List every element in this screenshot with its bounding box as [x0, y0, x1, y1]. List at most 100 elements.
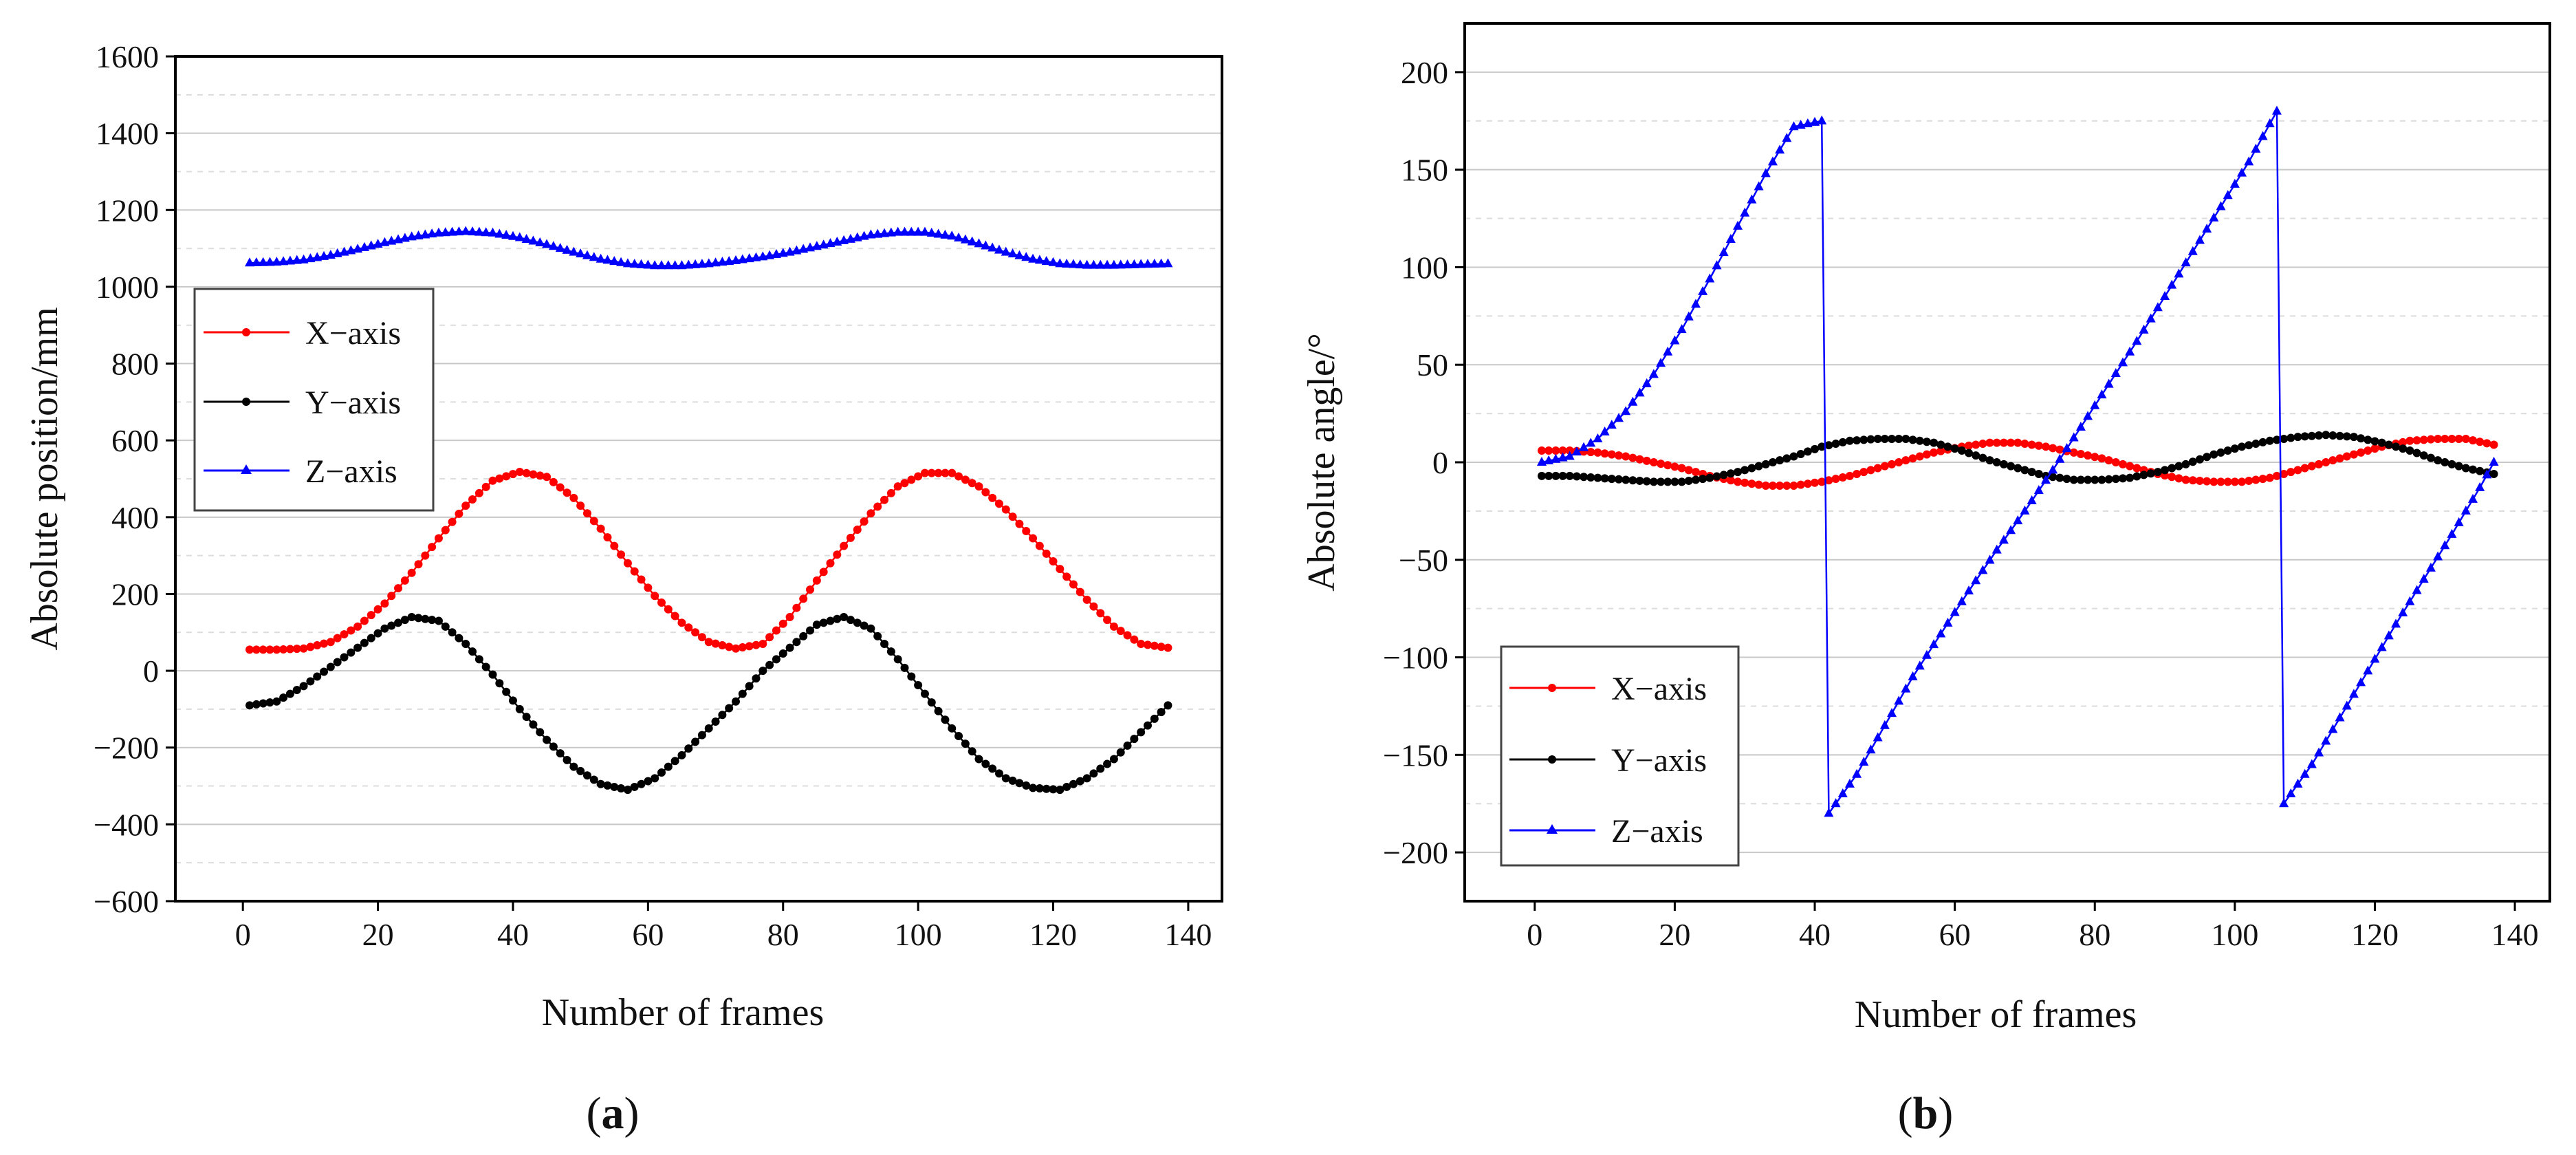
chart-b-x-axis-title: Number of frames	[1855, 993, 2137, 1036]
chart-b-series-1-point-50	[1888, 434, 1897, 443]
chart-a-series-0-point-105	[954, 472, 963, 481]
chart-b-series-1-point-27	[1726, 469, 1735, 478]
chart-b-series-1-point-90	[2168, 464, 2176, 473]
chart-b-series-1-point-23	[1699, 475, 1707, 484]
chart-a-series-1-point-42	[529, 720, 538, 729]
chart-a-series-0-point-47	[563, 488, 571, 497]
chart-b-series-2-point-23	[1698, 285, 1708, 295]
chart-b-series-1-point-84	[2126, 473, 2135, 482]
chart-a-series-1-point-133	[1143, 721, 1152, 730]
chart-a-series-2-point-71	[724, 256, 734, 266]
chart-a-series-2-point-130	[1122, 259, 1133, 269]
chart-a-series-1-point-62	[664, 762, 673, 771]
chart-b-series-2-point-77	[2075, 421, 2086, 431]
chart-a-series-2-point-4	[272, 257, 282, 266]
chart-b-series-1-point-104	[2265, 436, 2274, 445]
chart-b-series-0-point-80	[2097, 454, 2106, 463]
chart-a-series-2-point-134	[1149, 258, 1159, 268]
chart-a-series-0-point-111	[994, 499, 1003, 508]
chart-a-series-2-point-42	[528, 235, 538, 245]
chart-a-series-0-point-57	[630, 567, 639, 576]
chart-a-series-0-point-119	[1049, 557, 1058, 566]
chart-b-series-0-point-95	[2203, 477, 2212, 486]
chart-a-y-tick-label-0: −600	[94, 884, 159, 919]
chart-b-series-0-point-104	[2265, 473, 2274, 482]
chart-b-series-2-point-100	[2237, 167, 2247, 177]
chart-a-series-1-point-10	[313, 672, 322, 681]
chart-b-series-2-point-102	[2251, 143, 2261, 153]
chart-b-series-1-point-56	[1930, 438, 1939, 447]
chart-b-series-2-point-52	[1901, 683, 1911, 693]
chart-b-series-2-point-113	[2328, 724, 2338, 733]
chart-a-series-2-point-79	[778, 248, 788, 257]
chart-b-series-2-point-133	[2468, 493, 2478, 503]
chart-b-series-1-point-32	[1761, 460, 1770, 468]
chart-a-series-0-point-45	[549, 477, 558, 486]
chart-a-series-1-point-95	[886, 647, 895, 656]
chart-a-series-1-point-115	[1022, 781, 1031, 790]
chart-b-series-1-point-64	[1985, 456, 1994, 465]
chart-b-series-1-point-98	[2223, 446, 2232, 455]
chart-b-series-1-point-73	[2049, 473, 2057, 482]
chart-b-series-1-point-53	[1908, 435, 1917, 444]
chart-a-series-2-point-99	[913, 226, 924, 236]
chart-a-series-0-point-2	[259, 645, 268, 654]
chart-a-series-0-point-88	[840, 541, 849, 550]
chart-b-series-1-point-75	[2062, 475, 2071, 484]
chart-b-y-tick-label-5: 50	[1417, 347, 1448, 382]
chart-b-series-2	[1536, 105, 2499, 817]
chart-a-series-0-point-112	[1001, 505, 1010, 514]
chart-a-series-0-point-16	[353, 622, 362, 631]
chart-a-series-2-point-111	[994, 244, 1004, 254]
chart-b-series-1-point-81	[2104, 475, 2113, 484]
chart-b-series-2-point-78	[2083, 411, 2093, 420]
chart-a-series-0-point-125	[1089, 602, 1098, 611]
chart-b-series-0-point-21	[1684, 466, 1693, 475]
chart-b-series-0-point-71	[2034, 441, 2043, 450]
chart-a-series-2-point-94	[880, 228, 890, 237]
chart-b-x-tick-label-3: 60	[1939, 917, 1971, 952]
chart-b-series-2-point-74	[2055, 453, 2065, 463]
chart-b-series-0-point-20	[1677, 464, 1686, 473]
chart-a-series-2-point-2	[258, 257, 268, 266]
chart-a-series-0-point-87	[833, 550, 842, 559]
chart-a-series-1-point-57	[630, 782, 639, 791]
chart-a-series-0-point-10	[313, 640, 322, 649]
chart-b-series-2-point-39	[1810, 116, 1820, 126]
chart-a-series-0-point-62	[664, 605, 673, 614]
chart-b-series-1-point-55	[1922, 438, 1931, 446]
chart-a-series-2-point-92	[866, 229, 876, 239]
chart-b-series-0-point-27	[1726, 476, 1735, 485]
chart-b-series-1-point-8	[1593, 473, 1602, 482]
chart-a-series-2-point-116	[1028, 253, 1038, 263]
chart-a-series-0-point-17	[360, 616, 369, 625]
chart-b-series-1-point-107	[2286, 433, 2295, 442]
chart-a-x-tick-label-5: 100	[895, 917, 942, 952]
chart-b-series-2-point-85	[2132, 336, 2142, 345]
chart-b-series-2-point-32	[1760, 168, 1771, 177]
chart-a-series-2-point-113	[1007, 248, 1018, 258]
chart-b-series-2-point-96	[2209, 212, 2219, 222]
chart-b-series-0-point-116	[2349, 450, 2358, 459]
chart-b-series-0-point-31	[1754, 480, 1763, 489]
chart-b-series-2-point-21	[1683, 311, 1694, 321]
chart-a-y-tick-label-3: 0	[143, 654, 159, 689]
chart-b-series-2-point-50	[1887, 708, 1897, 717]
chart-b-series-1-point-74	[2055, 473, 2064, 482]
chart-b-series-0-point-51	[1895, 458, 1903, 466]
chart-b-x-tick-label-0: 0	[1527, 917, 1542, 952]
chart-b-series-2-point-26	[1718, 247, 1729, 257]
chart-b-series-0-point-30	[1747, 479, 1756, 488]
chart-a-series-0-point-89	[846, 533, 855, 542]
chart-a-series-1-point-119	[1049, 785, 1058, 794]
chart-a-series-0-point-80	[785, 612, 794, 621]
chart-a-series-1-point-30	[448, 628, 457, 637]
chart-a-series-0-point-102	[934, 468, 943, 477]
chart-b-series-0-point-134	[2476, 438, 2485, 446]
chart-a-series-1-point-116	[1029, 784, 1038, 792]
chart-b-series-2-point-107	[2286, 788, 2296, 798]
chart-a-series-0-point-33	[468, 495, 477, 504]
chart-a-series-0-point-121	[1062, 572, 1071, 581]
chart-a-series-1-point-0	[245, 701, 254, 710]
chart-b-series-0-point-18	[1663, 461, 1672, 470]
